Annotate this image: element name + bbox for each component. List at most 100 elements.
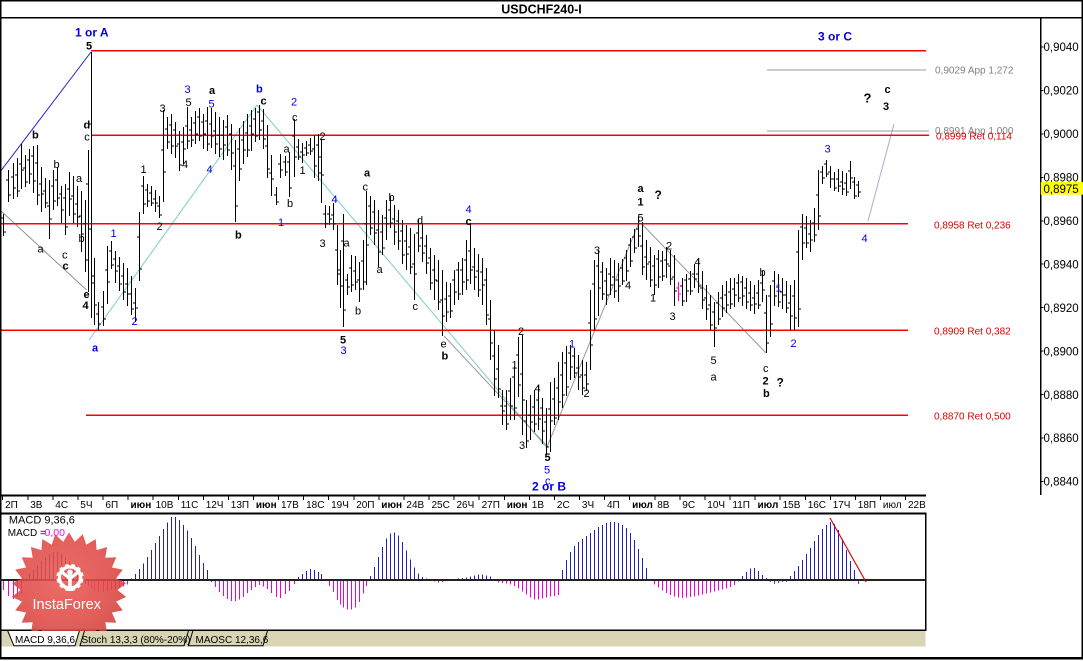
svg-text:a: a — [76, 173, 83, 185]
svg-text:a: a — [209, 85, 216, 97]
svg-text:0,9000: 0,9000 — [1044, 129, 1079, 141]
svg-text:d: d — [417, 215, 423, 227]
svg-text:3: 3 — [594, 245, 600, 257]
svg-text:2: 2 — [291, 97, 297, 109]
svg-text:4: 4 — [535, 383, 541, 395]
svg-text:июн: июн — [256, 500, 277, 511]
svg-text:MACD 9,36,6: MACD 9,36,6 — [9, 515, 75, 527]
svg-text:5: 5 — [711, 355, 717, 367]
svg-text:0,8860: 0,8860 — [1044, 433, 1079, 445]
svg-text:3: 3 — [825, 144, 831, 156]
svg-text:0,8940: 0,8940 — [1044, 259, 1079, 271]
svg-text:1: 1 — [569, 339, 575, 351]
svg-text:b: b — [235, 230, 242, 242]
svg-text:c: c — [763, 363, 769, 375]
svg-text:июл: июл — [758, 500, 779, 511]
svg-text:b: b — [442, 351, 449, 363]
svg-text:июл: июл — [632, 500, 653, 511]
svg-text:0,8870 Ret 0,500: 0,8870 Ret 0,500 — [934, 412, 1011, 423]
svg-text:c: c — [292, 112, 298, 124]
svg-text:a: a — [344, 238, 351, 250]
svg-text:c: c — [413, 301, 419, 313]
svg-text:a: a — [92, 343, 99, 355]
svg-text:2: 2 — [666, 241, 672, 253]
svg-text:d: d — [84, 120, 91, 132]
svg-text:16С: 16С — [808, 500, 826, 511]
svg-text:MACD 9,36,6: MACD 9,36,6 — [15, 635, 75, 646]
svg-text:5: 5 — [186, 97, 192, 109]
svg-text:1 or A: 1 or A — [75, 26, 109, 40]
svg-text:26Ч: 26Ч — [457, 500, 475, 511]
svg-text:5: 5 — [86, 41, 92, 53]
svg-text:2: 2 — [791, 338, 797, 350]
svg-text:9С: 9С — [682, 500, 695, 511]
svg-text:4: 4 — [862, 233, 868, 245]
svg-text:?: ? — [655, 188, 662, 202]
svg-text:1: 1 — [300, 165, 306, 177]
svg-text:a: a — [638, 183, 645, 195]
svg-text:2: 2 — [763, 376, 769, 388]
svg-text:4: 4 — [207, 164, 213, 176]
svg-text:b: b — [763, 388, 770, 400]
svg-text:4: 4 — [83, 300, 90, 312]
svg-text:4: 4 — [332, 194, 338, 206]
svg-text:июн: июн — [381, 500, 402, 511]
svg-text:0,8999 Ret 0,114: 0,8999 Ret 0,114 — [936, 132, 1012, 143]
svg-text:3: 3 — [670, 311, 676, 323]
svg-text:июн: июн — [131, 500, 152, 511]
svg-text:18С: 18С — [306, 500, 324, 511]
svg-text:b: b — [256, 84, 263, 96]
svg-text:0,8880: 0,8880 — [1044, 390, 1079, 402]
svg-text:5: 5 — [638, 213, 644, 225]
svg-text:3: 3 — [519, 440, 525, 452]
svg-text:2С: 2С — [557, 500, 570, 511]
svg-text:1: 1 — [278, 217, 284, 229]
svg-text:17В: 17В — [281, 500, 299, 511]
svg-text:b: b — [389, 192, 395, 204]
svg-text:4П: 4П — [607, 500, 620, 511]
svg-text:25С: 25С — [432, 500, 450, 511]
svg-text:июн: июн — [507, 500, 528, 511]
svg-text:19Ч: 19Ч — [331, 500, 349, 511]
svg-text:3: 3 — [320, 238, 326, 250]
svg-text:USDCHF240-I: USDCHF240-I — [501, 3, 582, 17]
svg-text:b: b — [54, 159, 60, 171]
svg-text:b: b — [32, 130, 39, 142]
svg-text:0,8920: 0,8920 — [1044, 303, 1079, 315]
svg-text:c: c — [261, 96, 267, 108]
svg-text:1В: 1В — [532, 500, 545, 511]
svg-text:c: c — [545, 476, 551, 488]
svg-text:2 or B: 2 or B — [532, 480, 566, 494]
svg-text:a: a — [377, 264, 384, 276]
svg-text:11П: 11П — [732, 500, 750, 511]
svg-text:5Ч: 5Ч — [80, 500, 92, 511]
svg-text:MAOSC 12,36,6: MAOSC 12,36,6 — [196, 635, 269, 646]
svg-text:5: 5 — [340, 335, 346, 347]
svg-text:2: 2 — [584, 388, 590, 400]
svg-text:11С: 11С — [181, 500, 199, 511]
svg-text:c: c — [62, 249, 68, 261]
svg-text:4: 4 — [625, 280, 631, 292]
svg-text:0,8900: 0,8900 — [1044, 346, 1079, 358]
svg-text:c: c — [885, 84, 891, 96]
svg-text:20П: 20П — [356, 500, 374, 511]
svg-text:0,8909 Ret 0,382: 0,8909 Ret 0,382 — [934, 327, 1011, 338]
svg-text:10В: 10В — [156, 500, 174, 511]
svg-text:3: 3 — [160, 103, 166, 115]
svg-text:InstaForex: InstaForex — [33, 597, 102, 613]
svg-text:b: b — [355, 306, 361, 318]
svg-text:1: 1 — [650, 293, 656, 305]
svg-text:2: 2 — [157, 221, 163, 233]
svg-text:?: ? — [777, 376, 784, 390]
svg-text:3: 3 — [185, 84, 191, 96]
svg-text:5: 5 — [544, 465, 550, 477]
svg-text:c: c — [466, 216, 472, 228]
svg-text:12Ч: 12Ч — [206, 500, 224, 511]
svg-text:27П: 27П — [482, 500, 500, 511]
svg-text:0,9029 App 1,272: 0,9029 App 1,272 — [935, 66, 1014, 77]
svg-text:10Ч: 10Ч — [707, 500, 725, 511]
svg-text:0,9040: 0,9040 — [1044, 42, 1079, 54]
svg-text:4: 4 — [695, 257, 701, 269]
svg-text:c: c — [63, 261, 69, 273]
svg-text:b: b — [760, 267, 766, 279]
